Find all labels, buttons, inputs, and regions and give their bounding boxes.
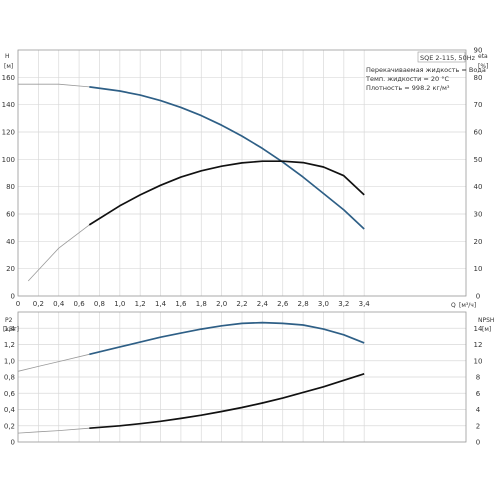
y-right-tick-label: 0 <box>476 293 480 301</box>
x-tick-label: 1,2 <box>135 300 146 308</box>
y-left-tick-label: 1,0 <box>4 357 15 365</box>
x-tick-label: 0,2 <box>33 300 44 308</box>
legend-box: SQE 2-115, 50Hz Перекачиваемая жидкость … <box>365 51 486 92</box>
y-left-tick-label: 100 <box>2 156 15 164</box>
y-left-tick-label: 0 <box>11 439 15 447</box>
y-right-tick-label: 14 <box>474 325 483 333</box>
annotation-temperature: Темп. жидкости = 20 °C <box>365 75 449 83</box>
q-axis-unit: [м³/ч] <box>459 302 476 309</box>
p2-axis-label: P2 <box>5 317 13 324</box>
y-right-tick-label: 0 <box>476 439 480 447</box>
x-tick-label: 2,0 <box>216 300 227 308</box>
p2-axis-unit: [кВт] <box>3 326 19 333</box>
curve-extrapolated-segment <box>17 353 90 372</box>
eta-axis-unit: [%] <box>478 63 488 70</box>
bottom-axis-titles: P2 [кВт] NPSH [м] <box>3 317 494 333</box>
x-tick-label: 2,2 <box>236 300 247 308</box>
y-left-tick-label: 0,2 <box>4 422 15 430</box>
x-axis-ticks: 0 0,2 0,4 0,6 0,8 1,0 1,2 1,4 1,6 1,8 2,0 2,2 2,4 2,6… <box>16 300 371 308</box>
left-series-curve <box>18 83 365 230</box>
x-tick-label: 3,4 <box>359 300 371 308</box>
curve-extrapolated-segment <box>18 83 90 88</box>
y-left-tick-label: 0 <box>11 293 15 301</box>
x-tick-label: 0,8 <box>94 300 105 308</box>
y-left-tick-label: 80 <box>6 183 15 191</box>
y-right-tick-label: 4 <box>476 406 481 414</box>
right-axis-ticks: 0 10 20 30 40 50 60 70 80 90 <box>474 47 483 301</box>
y-right-tick-label: 80 <box>474 74 483 82</box>
left-series-curve <box>17 321 365 372</box>
x-tick-label: 3,2 <box>338 300 349 308</box>
eta-axis-label: eta <box>478 53 488 60</box>
y-right-tick-label: 30 <box>474 211 483 219</box>
curve-extrapolated-segment <box>17 427 90 434</box>
annotation-liquid: Перекачиваемая жидкость = Вода <box>366 66 486 74</box>
top-axis-titles: H [м] eta [%] Q [м³/ч] <box>4 53 488 309</box>
x-tick-label: 2,8 <box>298 300 309 308</box>
y-left-tick-label: 0,6 <box>4 390 16 398</box>
x-tick-label: 0,6 <box>74 300 86 308</box>
x-tick-label: 1,0 <box>114 300 125 308</box>
left-axis-ticks: 0 0,2 0,4 0,6 0,8 1,0 1,2 1,4 <box>4 325 16 447</box>
y-left-tick-label: 20 <box>6 265 15 273</box>
curve-operating-segment <box>89 321 365 356</box>
plot-frame <box>17 311 467 443</box>
right-axis-ticks: 0 2 4 6 8 10 12 14 <box>474 325 483 447</box>
y-left-tick-label: 40 <box>6 238 15 246</box>
x-tick-label: 2,4 <box>257 300 269 308</box>
y-right-tick-label: 60 <box>474 129 483 137</box>
left-axis-ticks: 0 20 40 60 80 100 120 140 160 <box>2 74 15 301</box>
x-tick-label: 1,4 <box>155 300 167 308</box>
curve-extrapolated-segment <box>27 224 90 282</box>
y-right-tick-label: 10 <box>474 265 483 273</box>
chart-title: SQE 2-115, 50Hz <box>420 54 476 62</box>
y-left-tick-label: 60 <box>6 211 15 219</box>
curve-operating-segment <box>89 86 365 230</box>
x-tick-label: 0 <box>16 300 20 308</box>
h-axis-label: H <box>5 53 10 60</box>
x-tick-label: 1,6 <box>175 300 187 308</box>
right-series-curve <box>27 160 365 282</box>
y-left-tick-label: 120 <box>2 129 15 137</box>
y-right-tick-label: 2 <box>476 422 480 430</box>
y-right-tick-label: 50 <box>474 156 483 164</box>
y-right-tick-label: 12 <box>474 341 483 349</box>
x-tick-label: 1,8 <box>196 300 207 308</box>
plot-frame <box>17 49 467 297</box>
y-right-tick-label: 20 <box>474 238 483 246</box>
right-series-curve <box>17 372 365 434</box>
x-tick-label: 2,6 <box>277 300 289 308</box>
h-axis-unit: [м] <box>4 63 13 70</box>
annotation-density: Плотность = 998.2 кг/м³ <box>366 84 450 92</box>
y-left-tick-label: 140 <box>2 101 15 109</box>
y-left-tick-label: 1,4 <box>4 325 16 333</box>
y-left-tick-label: 0,8 <box>4 374 15 382</box>
grid-lines <box>17 312 466 443</box>
y-right-tick-label: 70 <box>474 101 483 109</box>
bottom-panel: 0 0,2 0,4 0,6 0,8 1,0 1,2 1,4 0 2 4 6 8 10 12 14 <box>4 311 483 447</box>
x-tick-label: 0,4 <box>53 300 65 308</box>
npsh-axis-label: NPSH <box>478 317 494 324</box>
x-tick-label: 3,0 <box>318 300 329 308</box>
y-right-tick-label: 40 <box>474 183 483 191</box>
y-right-tick-label: 10 <box>474 357 483 365</box>
q-axis-label: Q <box>451 302 456 309</box>
npsh-axis-unit: [м] <box>482 326 491 333</box>
curve-operating-segment <box>89 372 365 430</box>
top-panel: 0 20 40 60 80 100 120 140 160 0 10 20 30 40 50 60 70 80 90… <box>2 47 483 309</box>
curve-operating-segment <box>88 160 365 226</box>
y-right-tick-label: 6 <box>476 390 481 398</box>
y-left-tick-label: 160 <box>2 74 15 82</box>
y-right-tick-label: 8 <box>476 374 480 382</box>
y-right-tick-label: 90 <box>474 47 483 55</box>
y-left-tick-label: 0,4 <box>4 406 16 414</box>
y-left-tick-label: 1,2 <box>4 341 15 349</box>
legend-title-box <box>417 51 466 63</box>
